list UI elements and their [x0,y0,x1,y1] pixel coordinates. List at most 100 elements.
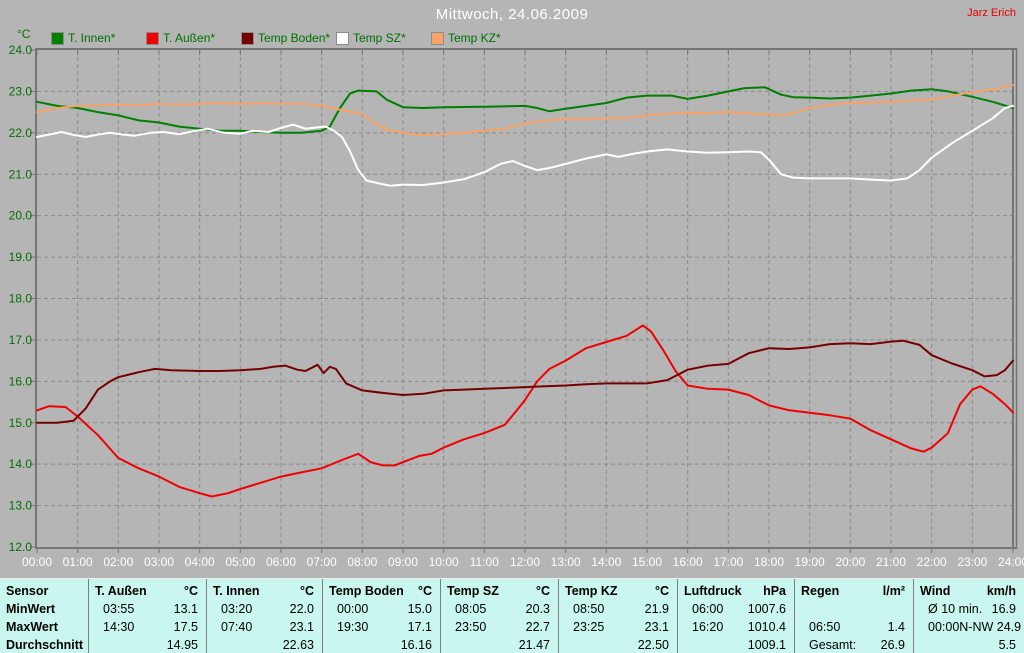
y-axis-unit-label: °C [17,27,31,41]
table-row: 06:50 1.4 [795,618,913,636]
page-title: Mittwoch, 24.06.2009 [435,6,589,23]
column-header: T. Innen °C [207,582,322,600]
sensor-unit: km/h [986,584,1016,598]
x-axis-label: 19:00 [795,555,825,569]
table-column: T. Innen °C 03:20 22.0 07:40 23.1 22.63 [206,579,322,653]
cell-value: 16.9 [991,602,1016,616]
cell-value: 22.63 [282,638,314,652]
table-row: Ø 10 min. 16.9 [914,600,1024,618]
x-axis-label: 03:00 [144,555,174,569]
table-column-sensor: Sensor MinWert MaxWert Durchschnitt [0,579,88,653]
cell-time: 16:20 [692,620,724,634]
x-axis-label: 15:00 [632,555,662,569]
x-axis-label: 20:00 [835,555,865,569]
table-row: 08:50 21.9 [559,600,677,618]
legend-label: T. Außen* [163,31,216,45]
cell-time: 03:55 [103,602,135,616]
cell-time: 23:50 [455,620,487,634]
x-axis-label: 04:00 [185,555,215,569]
x-axis-label: 08:00 [347,555,377,569]
table-column: Regen l/m² 06:50 1.4 Gesamt: 26.9 [794,579,913,653]
y-axis-label: 16.0 [9,374,33,388]
x-axis-label: 14:00 [591,555,621,569]
table-row: 5.5 [914,636,1024,653]
table-row: Gesamt: 26.9 [795,636,913,653]
cell-value: 1007.6 [747,602,786,616]
table-column: Temp Boden °C 00:00 15.0 19:30 17.1 16.16 [322,579,440,653]
legend-swatch-icon [432,32,443,44]
cell-time: 07:40 [221,620,253,634]
table-row: 19:30 17.1 [323,618,440,636]
cell-value: 15.0 [407,602,432,616]
y-axis-label: 13.0 [9,499,33,513]
table-row: 07:40 23.1 [207,618,322,636]
legend-swatch-icon [52,32,63,44]
row-label-text: Sensor [6,584,49,598]
legend-item: T. Außen* [147,31,215,45]
x-axis-label: 01:00 [63,555,93,569]
y-axis-label: 17.0 [9,333,33,347]
x-axis-label: 02:00 [103,555,133,569]
cell-value: 16.16 [400,638,432,652]
table-row: 23:25 23.1 [559,618,677,636]
x-axis-label: 24:00 [998,555,1024,569]
row-label: MaxWert [0,618,88,636]
sensor-unit: °C [535,584,550,598]
legend-label: Temp KZ* [448,31,501,45]
cell-time: 00:00 [928,620,960,634]
x-axis-label: 21:00 [876,555,906,569]
cell-time: 19:30 [337,620,369,634]
cell-value: 22.0 [289,602,314,616]
cell-value: 1009.1 [747,638,786,652]
table-row: 14:30 17.5 [89,618,206,636]
table-row: 23:50 22.7 [441,618,558,636]
cell-time: 23:25 [573,620,605,634]
cell-value: 5.5 [998,638,1016,652]
cell-time: 06:50 [809,620,841,634]
cell-value: N-NW 24.9 [959,620,1022,634]
series-line-temp-boden- [36,339,1014,424]
table-column: T. Außen °C 03:55 13.1 14:30 17.5 14.95 [88,579,206,653]
column-header: Regen l/m² [795,582,913,600]
table-row: 00:00 N-NW 24.9 [914,618,1024,636]
x-axis-label: 16:00 [673,555,703,569]
cell-value: 1.4 [887,620,905,634]
cell-time: Ø 10 min. [928,602,983,616]
x-axis-label: 05:00 [225,555,255,569]
cell-value: 26.9 [880,638,905,652]
sensor-unit: °C [299,584,314,598]
x-axis-label: 18:00 [754,555,784,569]
table-row: 03:20 22.0 [207,600,322,618]
x-axis-label: 13:00 [551,555,581,569]
sensor-name: Temp SZ [447,584,499,598]
sensor-summary-table: Sensor MinWert MaxWert Durchschnitt T. Außen… [0,578,1024,653]
y-axis-label: 23.0 [9,84,33,98]
x-axis-label: 22:00 [917,555,947,569]
cell-value: 14.95 [166,638,198,652]
table-row: 06:00 1007.6 [678,600,794,618]
x-axis-label: 06:00 [266,555,296,569]
legend-swatch-icon [337,32,348,44]
table-row: 08:05 20.3 [441,600,558,618]
table-row: 16.16 [323,636,440,653]
series-line-temp-kz- [36,84,1014,136]
sensor-unit: hPa [763,584,786,598]
y-axis-label: 22.0 [9,126,33,140]
column-header: Temp SZ °C [441,582,558,600]
cell-time: 06:00 [692,602,724,616]
legend-item: Temp KZ* [432,31,501,45]
x-axis-label: 09:00 [388,555,418,569]
sensor-name: Wind [920,584,951,598]
row-label: Sensor [0,582,88,600]
table-row: 14.95 [89,636,206,653]
cell-time: 08:05 [455,602,487,616]
table-row: 00:00 15.0 [323,600,440,618]
sensor-name: T. Außen [95,584,147,598]
sensor-name: T. Innen [213,584,260,598]
cell-value: 20.3 [525,602,550,616]
cell-time: 14:30 [103,620,135,634]
cell-value: 22.7 [525,620,550,634]
table-column: Luftdruck hPa 06:00 1007.6 16:20 1010.4 1009.1 [677,579,794,653]
x-axis-label: 11:00 [470,555,499,569]
legend-item: Temp Boden* [242,31,330,45]
